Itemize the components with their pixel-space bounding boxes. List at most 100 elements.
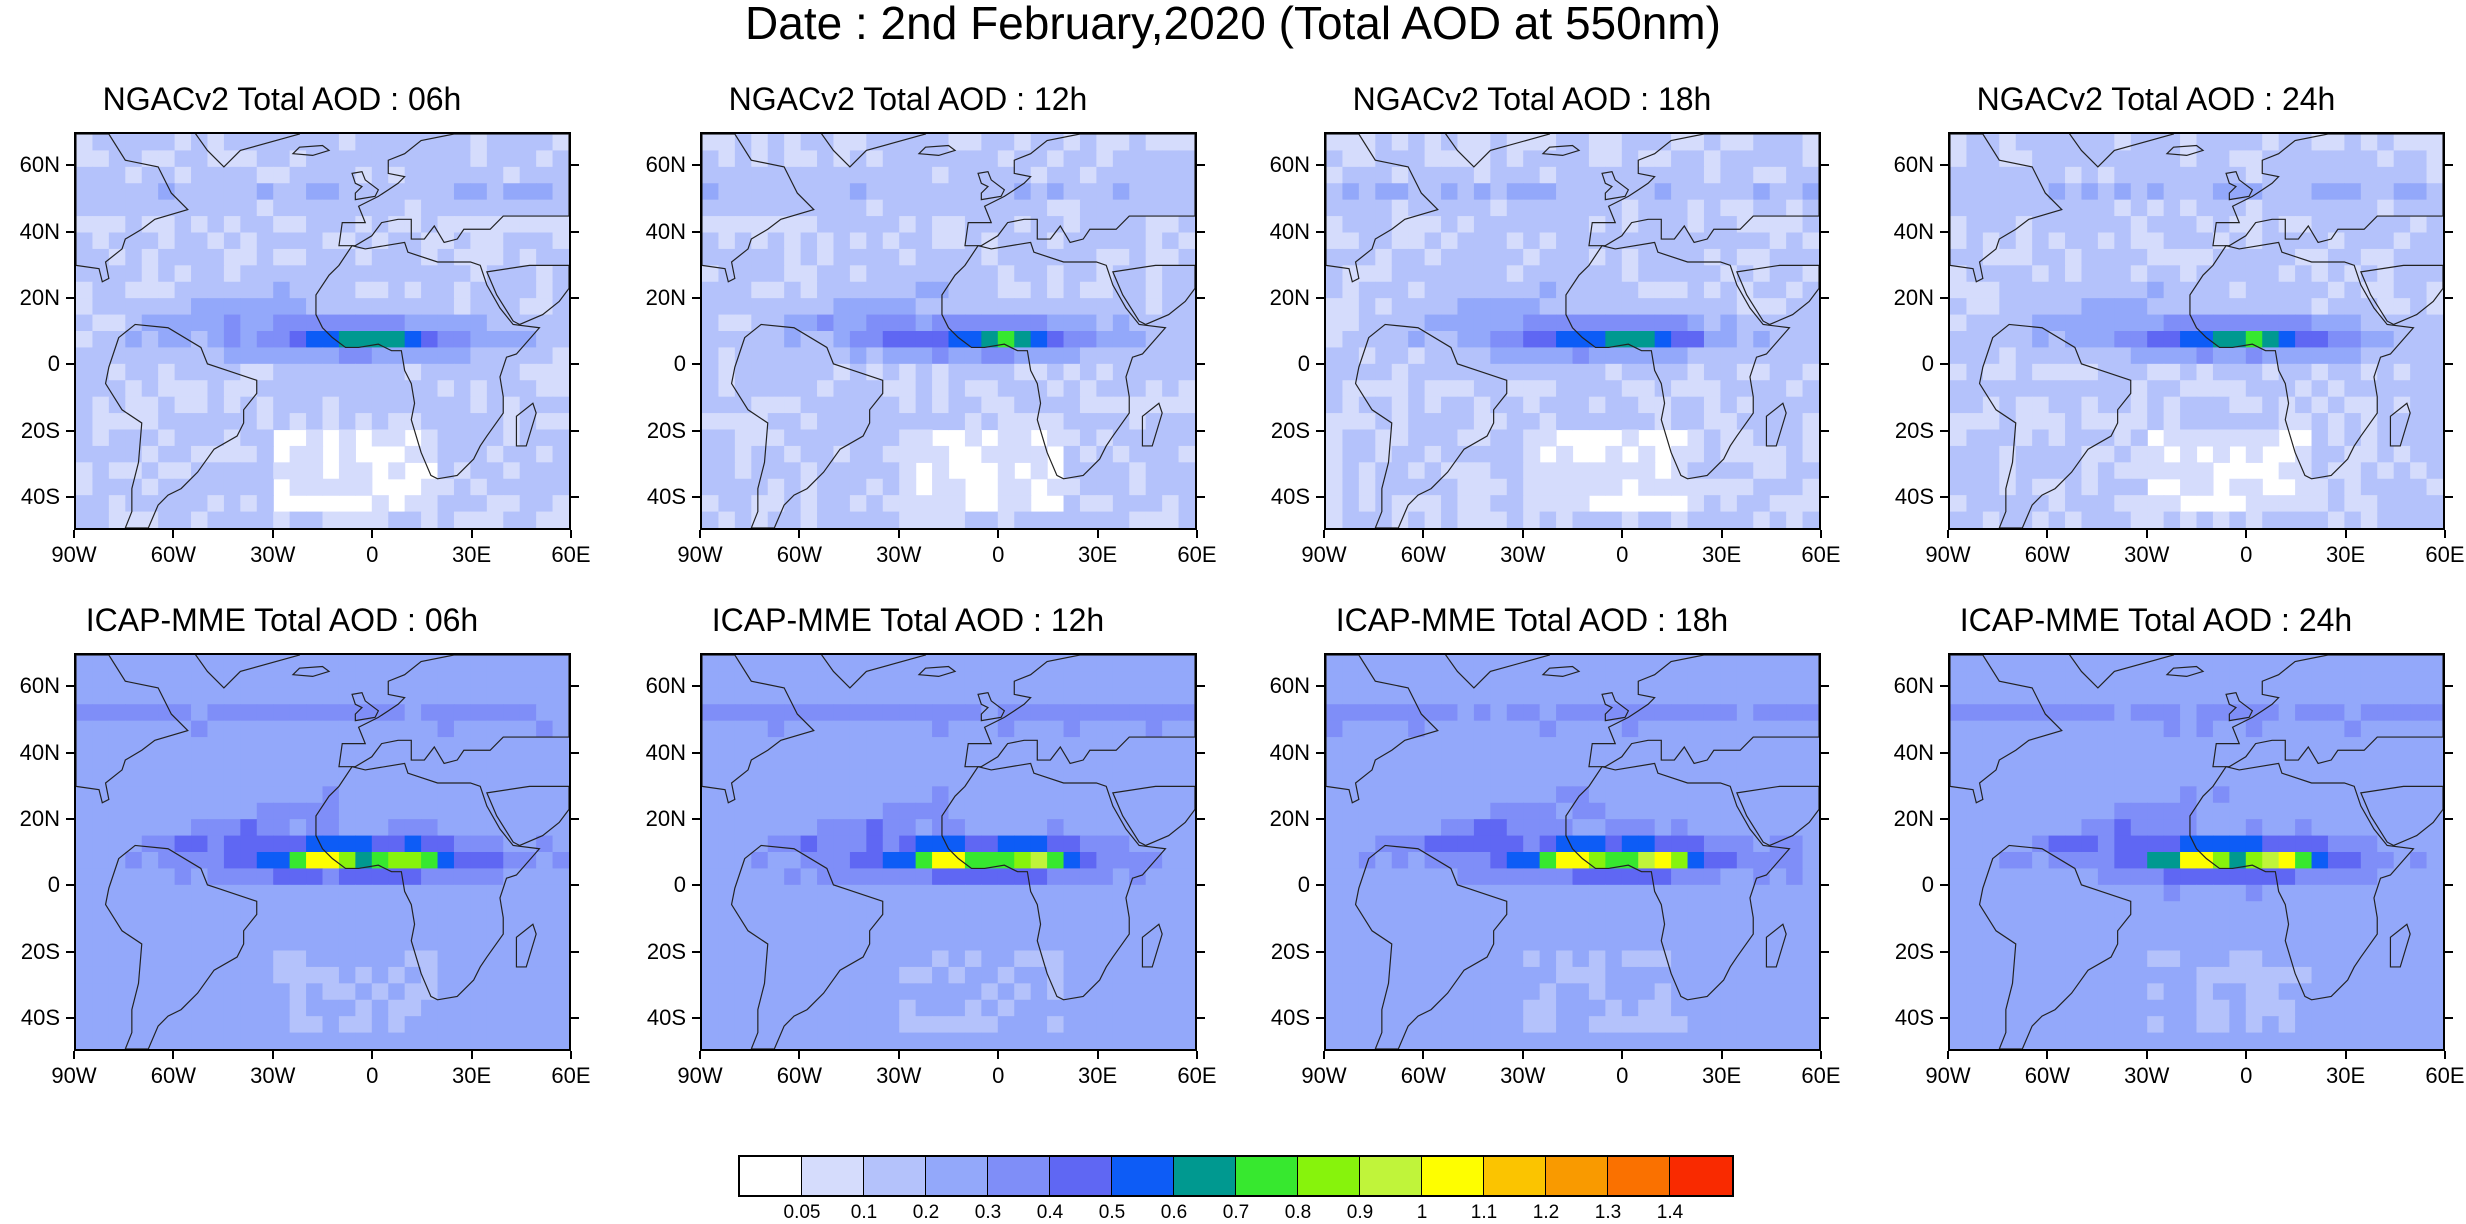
- aod-cell: [109, 819, 126, 836]
- aod-cell: [1096, 200, 1113, 217]
- aod-cell: [2262, 364, 2279, 381]
- aod-cell: [1770, 479, 1787, 496]
- aod-cell: [1556, 495, 1573, 512]
- aod-cell: [932, 852, 949, 869]
- aod-cell: [553, 1016, 569, 1033]
- aod-cell: [339, 331, 356, 348]
- aod-cell: [2344, 134, 2361, 151]
- aod-cell: [2410, 134, 2427, 151]
- aod-cell: [207, 167, 224, 184]
- aod-cell: [1950, 150, 1967, 167]
- aod-cell: [1655, 868, 1672, 885]
- aod-cell: [1080, 380, 1097, 397]
- aod-cell: [454, 803, 471, 820]
- aod-cell: [1704, 803, 1721, 820]
- aod-cell: [388, 819, 405, 836]
- lat-tick-mark: [1316, 297, 1324, 299]
- aod-cell: [1556, 754, 1573, 771]
- lat-tick-mark: [1197, 231, 1205, 233]
- aod-cell: [1688, 183, 1705, 200]
- lon-tick-mark: [798, 1051, 800, 1059]
- aod-cell: [1770, 233, 1787, 250]
- aod-cell: [1031, 347, 1048, 364]
- aod-cell: [323, 704, 340, 721]
- aod-cell: [355, 803, 372, 820]
- aod-cell: [1342, 495, 1359, 512]
- aod-cell: [175, 836, 192, 853]
- aod-cell: [1704, 347, 1721, 364]
- aod-cell: [1589, 786, 1606, 803]
- aod-cell: [207, 347, 224, 364]
- aod-cell: [1589, 868, 1606, 885]
- aod-cell: [1523, 737, 1540, 754]
- aod-cell: [1753, 479, 1770, 496]
- aod-cell: [883, 347, 900, 364]
- aod-cell: [2312, 380, 2329, 397]
- aod-cell: [2410, 364, 2427, 381]
- aod-cell: [1803, 836, 1819, 853]
- aod-cell: [1803, 868, 1819, 885]
- aod-cell: [1064, 688, 1081, 705]
- aod-cell: [2262, 413, 2279, 430]
- aod-cell: [1638, 655, 1655, 672]
- lat-tick-mark: [66, 951, 74, 953]
- aod-cell: [1622, 803, 1639, 820]
- aod-cell: [553, 200, 569, 217]
- aod-cell: [536, 704, 553, 721]
- aod-cell: [2081, 462, 2098, 479]
- aod-cell: [1490, 200, 1507, 217]
- aod-cell: [1014, 885, 1031, 902]
- aod-cell: [1392, 688, 1409, 705]
- aod-cell: [158, 413, 175, 430]
- aod-cell: [240, 688, 257, 705]
- aod-cell: [1080, 413, 1097, 430]
- aod-cell: [2394, 282, 2411, 299]
- aod-cell: [1162, 249, 1179, 266]
- aod-cell: [240, 249, 257, 266]
- aod-cell: [2213, 282, 2230, 299]
- lon-tick-label: 90W: [1925, 542, 1970, 568]
- aod-cell: [718, 934, 735, 951]
- aod-cell: [801, 918, 818, 935]
- aod-cell: [355, 134, 372, 151]
- aod-cell: [553, 704, 569, 721]
- aod-cell: [191, 216, 208, 233]
- aod-cell: [92, 512, 109, 528]
- aod-cell: [866, 183, 883, 200]
- aod-cell: [1770, 200, 1787, 217]
- aod-cell: [2361, 183, 2378, 200]
- aod-cell: [142, 413, 159, 430]
- aod-cell: [405, 265, 422, 282]
- aod-cell: [1737, 721, 1754, 738]
- aod-cell: [883, 315, 900, 332]
- aod-cell: [323, 397, 340, 414]
- aod-cell: [932, 983, 949, 1000]
- aod-cell: [899, 430, 916, 447]
- aod-cell: [784, 495, 801, 512]
- aod-cell: [553, 282, 569, 299]
- aod-cell: [751, 918, 768, 935]
- lon-tick-mark: [699, 530, 701, 538]
- aod-cell: [949, 967, 966, 984]
- aod-cell: [224, 786, 241, 803]
- aod-cell: [2049, 298, 2066, 315]
- aod-cell: [1638, 134, 1655, 151]
- aod-cell: [1671, 819, 1688, 836]
- aod-cell: [866, 885, 883, 902]
- aod-cell: [981, 446, 998, 463]
- aod-cell: [175, 364, 192, 381]
- aod-cell: [454, 512, 471, 528]
- aod-cell: [1096, 462, 1113, 479]
- aod-cell: [932, 364, 949, 381]
- aod-cell: [1342, 852, 1359, 869]
- aod-cell: [339, 167, 356, 184]
- aod-cell: [207, 298, 224, 315]
- aod-cell: [503, 803, 520, 820]
- aod-cell: [1507, 770, 1524, 787]
- aod-cell: [1129, 885, 1146, 902]
- aod-cell: [2081, 512, 2098, 528]
- aod-cell: [339, 479, 356, 496]
- aod-cell: [1589, 462, 1606, 479]
- aod-cell: [92, 655, 109, 672]
- aod-cell: [1573, 462, 1590, 479]
